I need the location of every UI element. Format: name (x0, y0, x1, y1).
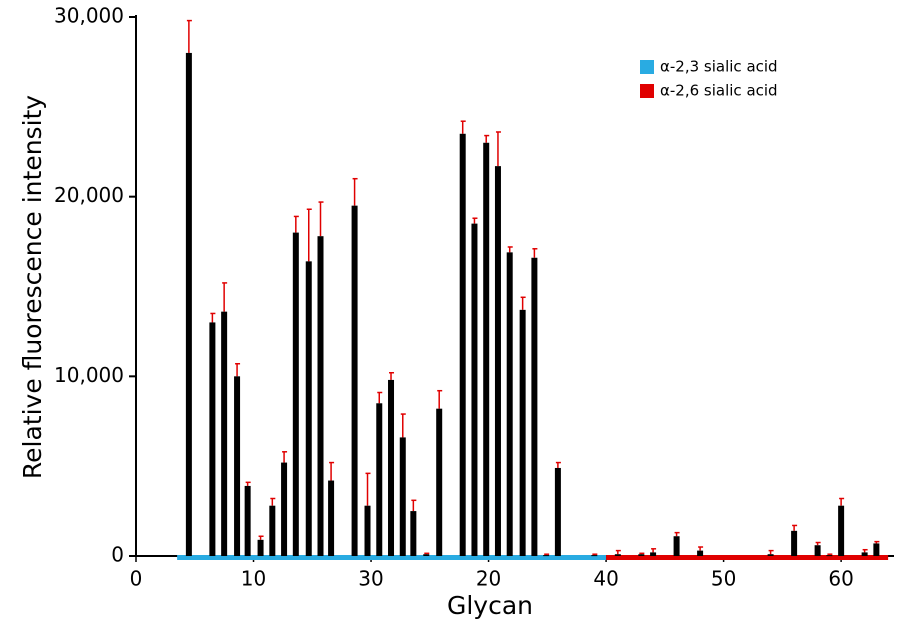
bar (614, 554, 621, 556)
bar (494, 166, 501, 556)
bar (351, 205, 358, 556)
x-tick-label: 60 (828, 567, 853, 591)
bar (638, 554, 645, 556)
bar (814, 545, 821, 556)
bar (554, 467, 561, 556)
bar (328, 480, 335, 556)
legend-swatch (640, 60, 654, 74)
bar (543, 555, 550, 557)
bar (519, 309, 526, 556)
x-tick-label: 50 (711, 567, 736, 591)
bar (234, 376, 241, 556)
x-tick-label: 10 (241, 567, 266, 591)
bar (257, 539, 264, 556)
bar (767, 554, 774, 556)
y-axis-title: Relative fluorescence intensity (18, 95, 47, 479)
x-axis-title: Glycan (447, 591, 533, 620)
bar (826, 555, 833, 557)
bar (673, 536, 680, 556)
bar (305, 261, 312, 556)
bar (436, 408, 443, 556)
bar (838, 505, 845, 556)
bar (410, 511, 417, 556)
legend-label: α-2,6 sialic acid (660, 82, 778, 100)
x-tick-label: 30 (358, 567, 383, 591)
bar (791, 530, 798, 556)
x-tick-label: 20 (476, 567, 501, 591)
bar (423, 554, 430, 556)
bar (873, 543, 880, 556)
sialic-band (177, 555, 607, 560)
bar (364, 505, 371, 556)
bar (269, 505, 276, 556)
bar (185, 52, 192, 556)
bar (281, 462, 288, 556)
bar (531, 257, 538, 556)
y-tick-label: 30,000 (54, 4, 124, 28)
bar (591, 555, 598, 557)
y-tick-label: 0 (111, 543, 124, 567)
legend-swatch (640, 84, 654, 98)
x-tick-label: 0 (130, 567, 143, 591)
bar (697, 550, 704, 556)
y-tick-label: 10,000 (54, 363, 124, 387)
bar (221, 311, 228, 556)
bar (483, 142, 490, 556)
bar (292, 232, 299, 556)
y-tick-label: 20,000 (54, 183, 124, 207)
legend-label: α-2,3 sialic acid (660, 58, 778, 76)
bar (650, 552, 657, 556)
bar (209, 322, 216, 556)
bar (388, 379, 395, 556)
bar (861, 552, 868, 556)
bar (506, 252, 513, 556)
sialic-band (606, 555, 889, 560)
bar (471, 223, 478, 556)
bar (459, 133, 466, 557)
x-tick-label: 40 (593, 567, 618, 591)
bar (317, 236, 324, 556)
bar (376, 403, 383, 556)
bar (399, 437, 406, 556)
bar (244, 485, 251, 556)
